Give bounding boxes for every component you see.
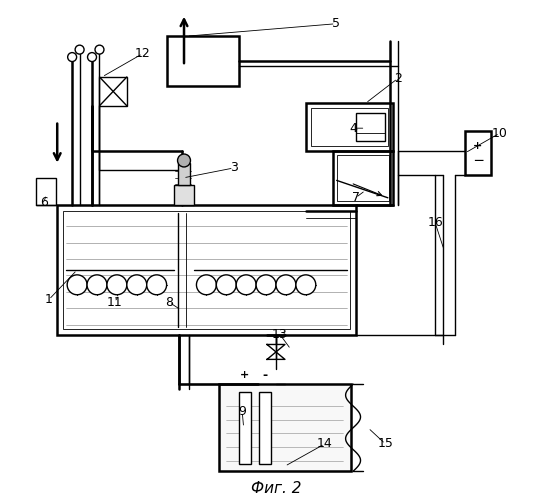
Bar — [333, 150, 393, 205]
Bar — [178, 163, 190, 186]
Text: 11: 11 — [107, 296, 123, 308]
Text: ─: ─ — [474, 154, 482, 168]
Text: 7: 7 — [352, 192, 359, 204]
Circle shape — [296, 275, 316, 294]
Bar — [63, 211, 349, 328]
Text: 14: 14 — [317, 438, 333, 450]
Bar — [465, 130, 491, 176]
Text: 9: 9 — [238, 405, 246, 418]
Text: 4: 4 — [349, 122, 357, 134]
Circle shape — [197, 275, 216, 294]
Circle shape — [67, 275, 87, 294]
Circle shape — [88, 52, 97, 62]
Text: Фиг. 2: Фиг. 2 — [251, 481, 301, 496]
Circle shape — [107, 275, 127, 294]
Circle shape — [178, 154, 190, 167]
Text: 3: 3 — [230, 162, 238, 174]
Bar — [311, 108, 388, 146]
Text: 10: 10 — [492, 126, 508, 140]
Text: 5: 5 — [332, 18, 339, 30]
Bar — [258, 392, 271, 464]
Bar — [337, 154, 389, 202]
Bar — [174, 186, 194, 205]
Text: +: + — [473, 140, 482, 150]
Circle shape — [256, 275, 276, 294]
Circle shape — [147, 275, 167, 294]
Text: 15: 15 — [378, 438, 394, 450]
Circle shape — [75, 45, 84, 54]
Circle shape — [68, 52, 77, 62]
Bar — [238, 392, 251, 464]
Circle shape — [216, 275, 236, 294]
Circle shape — [87, 275, 107, 294]
Text: 8: 8 — [165, 296, 173, 308]
Text: 1: 1 — [45, 293, 52, 306]
Circle shape — [236, 275, 256, 294]
Bar — [167, 36, 238, 86]
Text: 13: 13 — [272, 328, 288, 341]
Text: +: + — [240, 370, 250, 380]
Text: 12: 12 — [135, 47, 151, 60]
Circle shape — [95, 45, 104, 54]
Bar — [36, 178, 56, 205]
Text: 6: 6 — [40, 196, 47, 209]
Bar — [219, 384, 351, 472]
Text: 16: 16 — [427, 216, 443, 229]
Circle shape — [276, 275, 296, 294]
Bar — [57, 205, 355, 334]
Text: -: - — [263, 369, 268, 382]
Bar — [306, 104, 393, 150]
Bar — [224, 389, 346, 466]
Bar — [99, 77, 127, 106]
Bar — [355, 114, 385, 140]
Text: 2: 2 — [394, 72, 402, 85]
Circle shape — [127, 275, 147, 294]
